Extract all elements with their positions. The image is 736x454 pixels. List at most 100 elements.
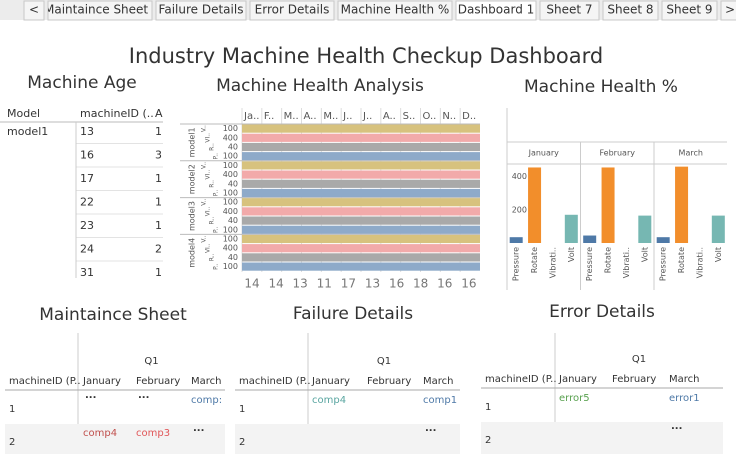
- cell: 1: [155, 219, 162, 232]
- cell: 31: [80, 266, 94, 279]
- month-header: J..: [342, 111, 352, 122]
- cell: error5: [559, 393, 590, 404]
- month-header: F..: [264, 111, 275, 122]
- quarter-header: Q1: [144, 356, 158, 367]
- column-header: A: [155, 107, 163, 120]
- tab-bg: [720, 0, 736, 21]
- x-tick-label: Pressure: [512, 247, 521, 281]
- bar: [638, 215, 652, 243]
- heat-row: [242, 170, 480, 179]
- measure-label: P..: [213, 263, 220, 270]
- id-header: machineID (P..: [9, 376, 81, 387]
- measure-label: V..: [201, 162, 208, 169]
- heat-row: [242, 179, 480, 188]
- measure-label: R..: [209, 253, 216, 261]
- row-header: model1: [7, 125, 48, 138]
- tab-label[interactable]: Sheet 8: [607, 3, 653, 17]
- month-header: A..: [304, 111, 317, 122]
- tab[interactable]: Sheet 7: [539, 0, 600, 21]
- cell: 17: [80, 172, 94, 185]
- x-tick-label: Volt: [567, 247, 576, 262]
- measure-label: R..: [209, 217, 216, 225]
- section-title: Machine Health %: [524, 77, 678, 97]
- month-header: N..: [442, 111, 456, 122]
- tab-label[interactable]: Dashboard 1: [458, 3, 535, 17]
- month-header: January: [558, 374, 597, 385]
- month-header: D..: [462, 111, 476, 122]
- tab-bg: [47, 0, 153, 21]
- row-id: 2: [9, 437, 15, 448]
- y-tick-label: 400: [512, 172, 527, 181]
- heat-row: [242, 142, 480, 152]
- axis-label: 100: [223, 225, 238, 234]
- tab[interactable]: Sheet 9: [661, 0, 718, 21]
- x-tick-label: Rotate: [530, 247, 539, 273]
- x-tick-label: Volt: [714, 247, 723, 262]
- x-tick-label: Pressure: [659, 247, 668, 281]
- month-header: S..: [403, 111, 416, 122]
- tab[interactable]: <: [23, 0, 45, 21]
- bar: [564, 214, 578, 243]
- month-header: Ja..: [243, 111, 259, 122]
- tab-bg: [249, 0, 335, 21]
- measure-label: VI..: [205, 243, 212, 253]
- cell: 3: [155, 149, 162, 162]
- x-tick-label: Volt: [640, 247, 649, 262]
- row-id: 1: [485, 402, 491, 413]
- model-label: model1: [188, 127, 197, 157]
- tab[interactable]: Sheet 8: [602, 0, 659, 21]
- heat-row: [242, 216, 480, 225]
- bar: [528, 167, 542, 243]
- tab-label[interactable]: Machine Health %: [341, 3, 450, 17]
- cell: 16: [80, 149, 94, 162]
- tab[interactable]: Dashboard 1: [455, 0, 537, 21]
- axis-label: 400: [223, 133, 238, 142]
- tab[interactable]: Failure Details: [155, 0, 247, 21]
- tab[interactable]: >: [720, 0, 736, 21]
- tab-bg: [155, 0, 247, 21]
- tab-bg: [602, 0, 659, 21]
- tab-label[interactable]: Maintaince Sheet: [44, 3, 148, 17]
- quarter-header: Q1: [632, 354, 646, 365]
- row-band: [481, 422, 723, 454]
- tab[interactable]: Error Details: [249, 0, 335, 21]
- tab-bg: [539, 0, 600, 21]
- row-id: 2: [239, 437, 245, 448]
- axis-label: 40: [228, 253, 238, 262]
- total-label: 16: [389, 277, 404, 291]
- total-label: 18: [413, 277, 428, 291]
- heat-row: [242, 244, 480, 253]
- more-marker: ...: [193, 423, 204, 434]
- column-header: Model: [7, 107, 40, 120]
- tab-label[interactable]: >: [725, 3, 735, 17]
- measure-label: P..: [213, 190, 220, 197]
- tab[interactable]: Maintaince Sheet: [44, 0, 153, 21]
- tab-label[interactable]: Error Details: [255, 3, 330, 17]
- x-tick-label: Vibrati..: [695, 247, 704, 278]
- axis-label: 100: [223, 152, 238, 161]
- tab[interactable]: Machine Health %: [337, 0, 453, 21]
- heat-row: [242, 124, 480, 133]
- bar: [601, 167, 615, 243]
- model-label: model4: [188, 238, 197, 268]
- bar: [711, 215, 725, 243]
- section-title: Maintaince Sheet: [39, 305, 187, 325]
- row-id: 2: [485, 435, 491, 446]
- tab-label[interactable]: Sheet 7: [546, 3, 592, 17]
- month-header: M..: [284, 111, 299, 122]
- cell: 23: [80, 219, 94, 232]
- month-header: February: [136, 376, 180, 387]
- measure-label: P..: [213, 153, 220, 160]
- cell: 1: [155, 266, 162, 279]
- section-title: Machine Health Analysis: [216, 76, 424, 96]
- heat-row: [242, 253, 480, 262]
- tab-label[interactable]: Failure Details: [159, 3, 244, 17]
- id-header: machineID (P..: [239, 376, 311, 387]
- row-id: 1: [9, 404, 15, 415]
- tab-label[interactable]: <: [29, 3, 39, 17]
- cell: 1: [155, 172, 162, 185]
- tab-label[interactable]: Sheet 9: [666, 3, 712, 17]
- model-label: model2: [188, 164, 197, 194]
- measure-label: R..: [209, 180, 216, 188]
- x-tick-label: Rotate: [677, 247, 686, 273]
